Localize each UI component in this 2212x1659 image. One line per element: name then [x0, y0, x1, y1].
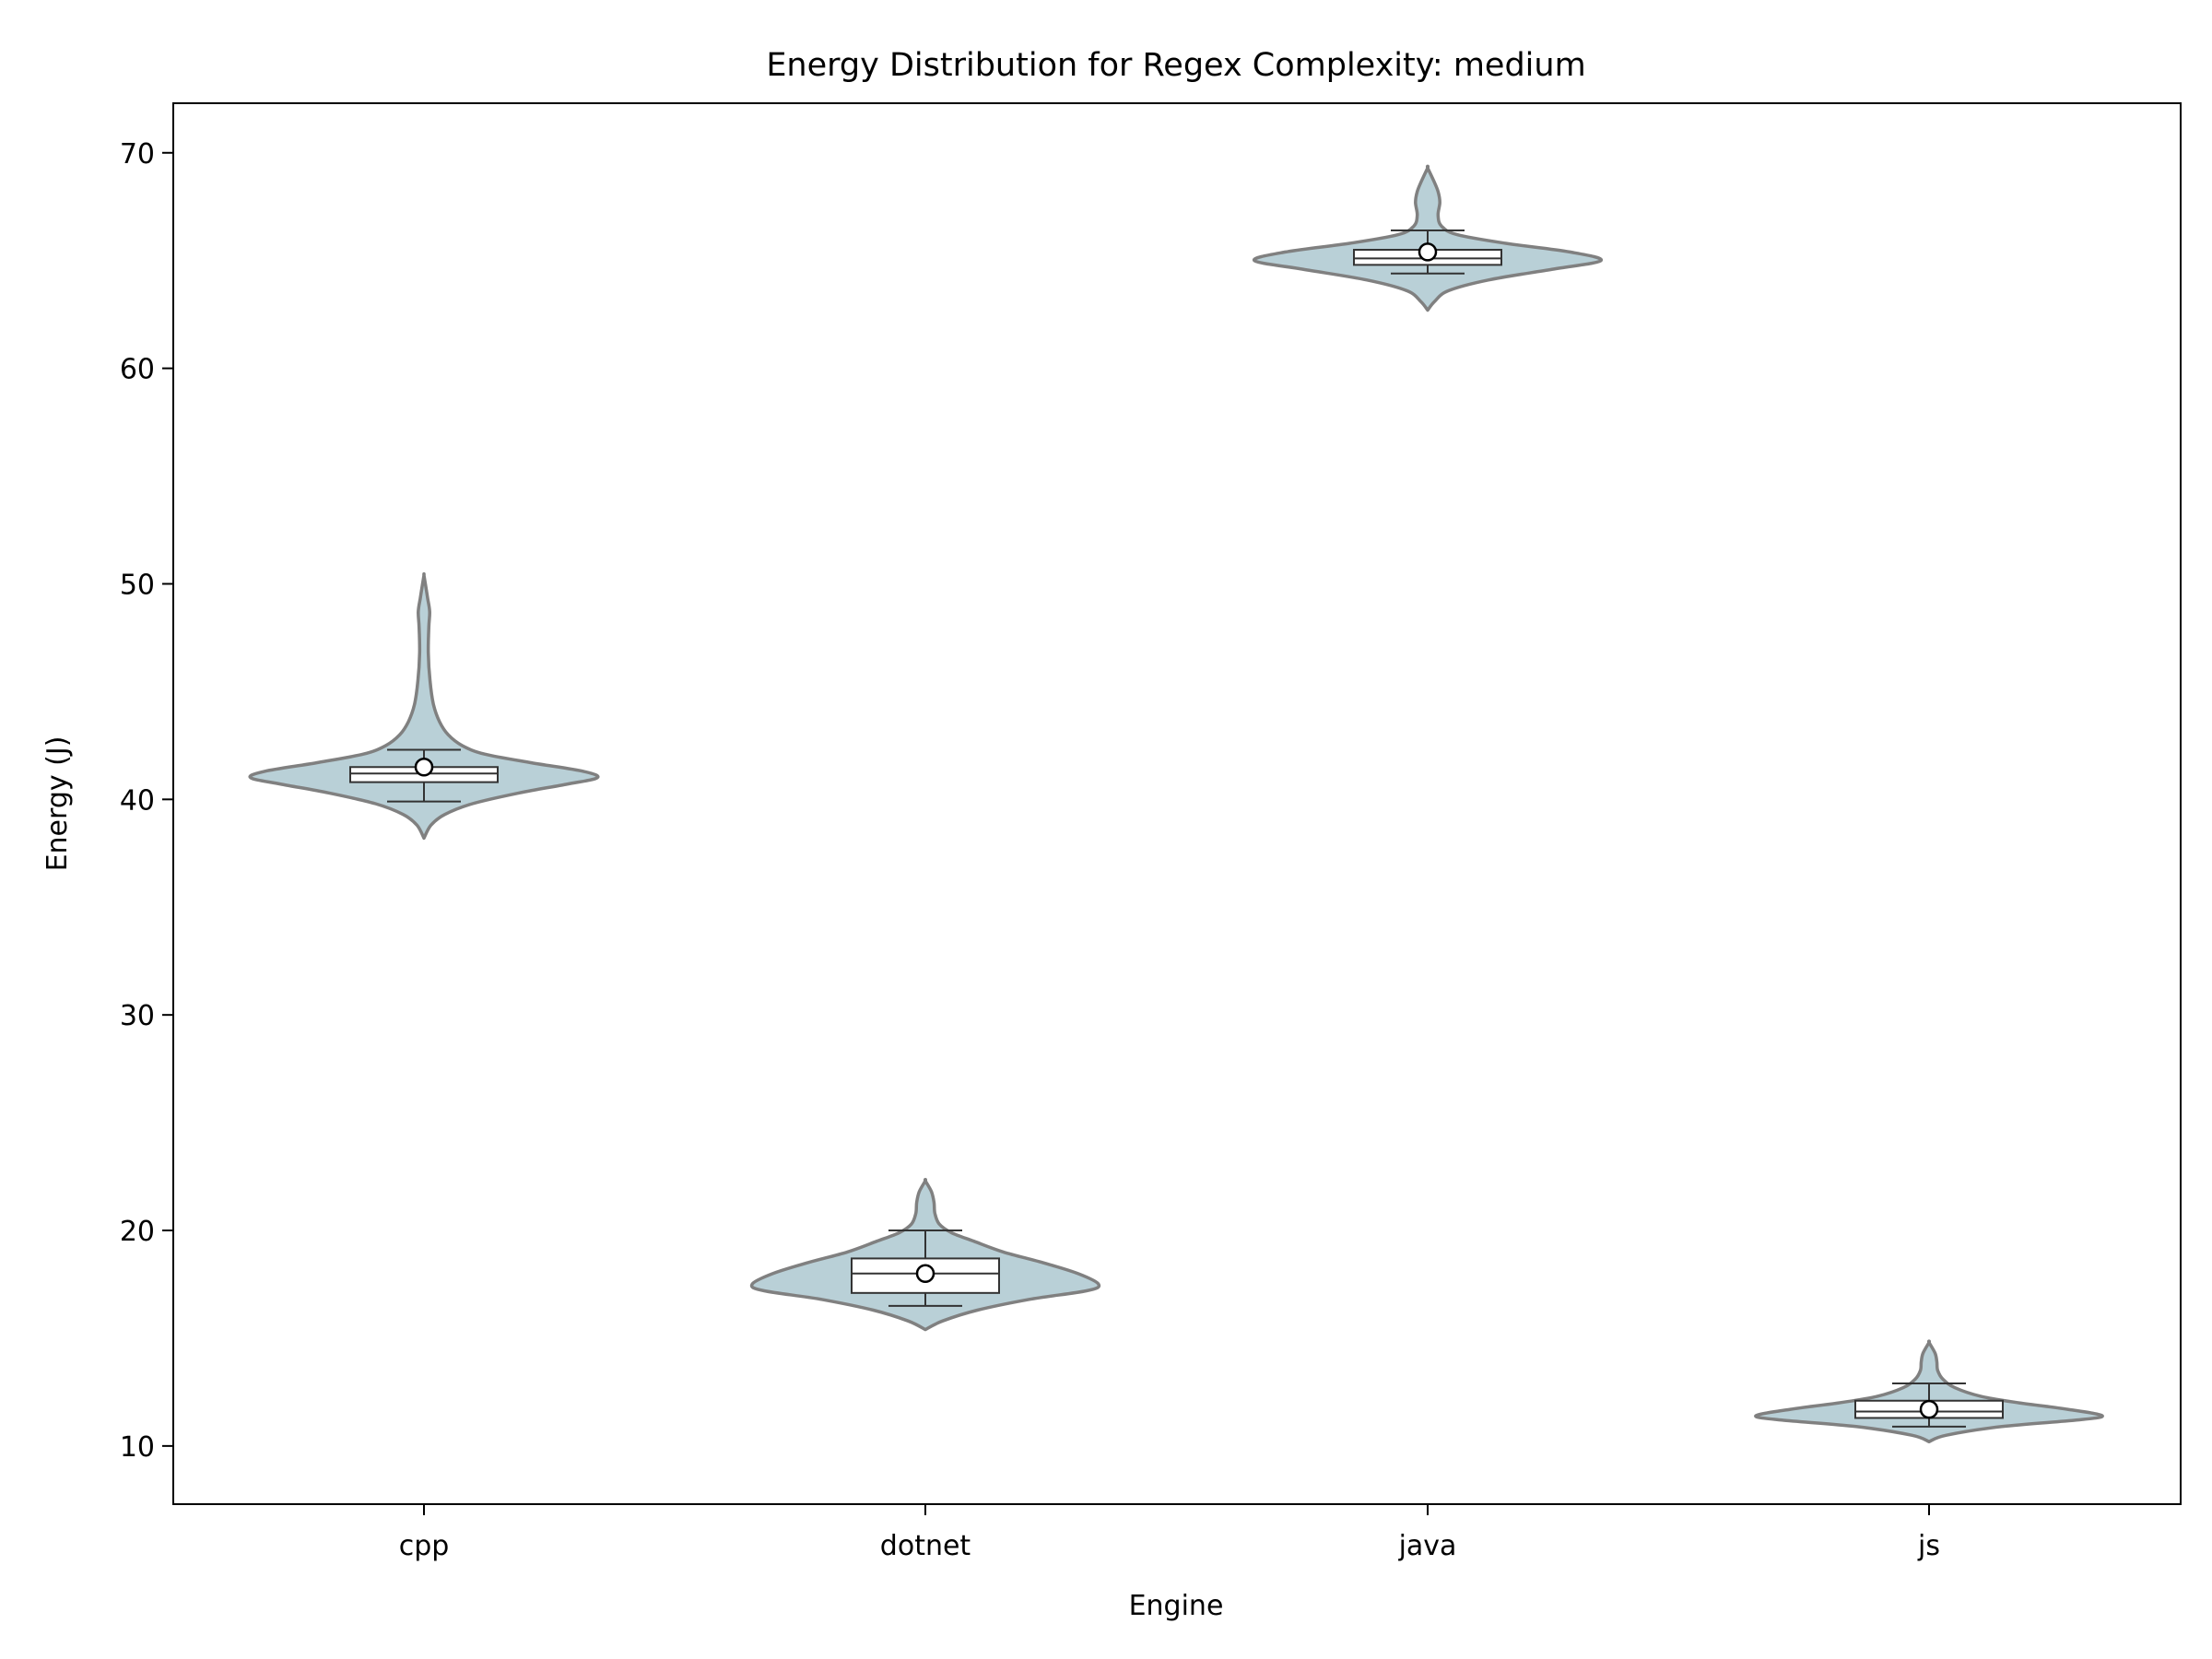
x-axis-label: Engine: [1129, 1590, 1224, 1622]
y-tick-label-20: 20: [120, 1216, 155, 1248]
y-tick-label-70: 70: [120, 138, 155, 171]
y-tick-label-30: 30: [120, 1000, 155, 1032]
chart-title: Energy Distribution for Regex Complexity…: [766, 47, 1585, 84]
mean-marker-js: [1919, 1399, 1939, 1419]
y-axis-label: Energy (J): [41, 736, 74, 872]
x-axis: cpp dotnet java js: [399, 1504, 1940, 1562]
y-tick-label-40: 40: [120, 784, 155, 817]
y-tick-label-50: 50: [120, 569, 155, 601]
x-tick-label-java: java: [1398, 1530, 1457, 1562]
y-tick-label-60: 60: [120, 354, 155, 386]
y-axis: 10 20 30 40 50 60 70: [120, 138, 173, 1464]
violins-group: [248, 164, 2104, 1443]
mean-marker-dotnet: [915, 1264, 935, 1284]
x-tick-label-dotnet: dotnet: [880, 1530, 971, 1562]
plot-frame: [172, 102, 2182, 1505]
mean-marker-cpp: [414, 757, 434, 777]
violin-cpp: [248, 571, 600, 841]
y-tick-label-10: 10: [120, 1431, 155, 1464]
mean-marker-java: [1418, 242, 1438, 262]
x-tick-label-cpp: cpp: [399, 1530, 450, 1562]
x-tick-label-js: js: [1917, 1530, 1940, 1562]
